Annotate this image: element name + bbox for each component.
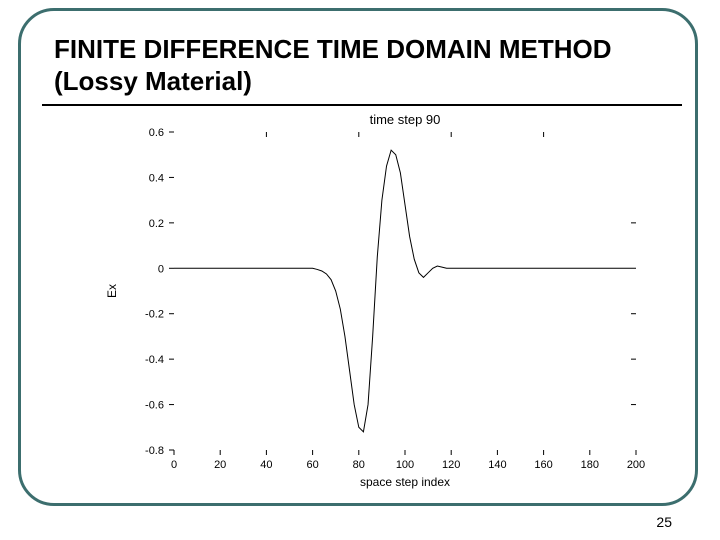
- svg-text:0.2: 0.2: [149, 218, 164, 230]
- svg-text:180: 180: [581, 459, 599, 471]
- svg-text:120: 120: [442, 459, 460, 471]
- slide: FINITE DIFFERENCE TIME DOMAIN METHOD (Lo…: [0, 0, 720, 540]
- svg-text:60: 60: [306, 459, 318, 471]
- svg-text:0.6: 0.6: [149, 127, 164, 139]
- svg-text:20: 20: [214, 459, 226, 471]
- svg-text:140: 140: [488, 459, 506, 471]
- svg-text:80: 80: [353, 459, 365, 471]
- svg-text:-0.8: -0.8: [145, 445, 164, 457]
- svg-text:-0.6: -0.6: [145, 400, 164, 412]
- svg-text:0: 0: [171, 459, 177, 471]
- fdtd-chart: time step 90 0 20 40 60 80 100 120 140 160 180 200 -…: [96, 110, 656, 500]
- svg-text:40: 40: [260, 459, 272, 471]
- svg-text:Ex: Ex: [105, 284, 119, 298]
- svg-text:0: 0: [158, 263, 164, 275]
- title-underline: [42, 104, 682, 106]
- svg-text:time step 90: time step 90: [370, 112, 441, 127]
- svg-text:160: 160: [534, 459, 552, 471]
- svg-text:space step index: space step index: [360, 475, 450, 489]
- svg-text:-0.2: -0.2: [145, 309, 164, 321]
- svg-text:100: 100: [396, 459, 414, 471]
- slide-title: FINITE DIFFERENCE TIME DOMAIN METHOD (Lo…: [54, 34, 674, 97]
- page-number: 25: [656, 514, 672, 530]
- svg-text:200: 200: [627, 459, 645, 471]
- svg-text:-0.4: -0.4: [145, 354, 164, 366]
- svg-text:0.4: 0.4: [149, 172, 164, 184]
